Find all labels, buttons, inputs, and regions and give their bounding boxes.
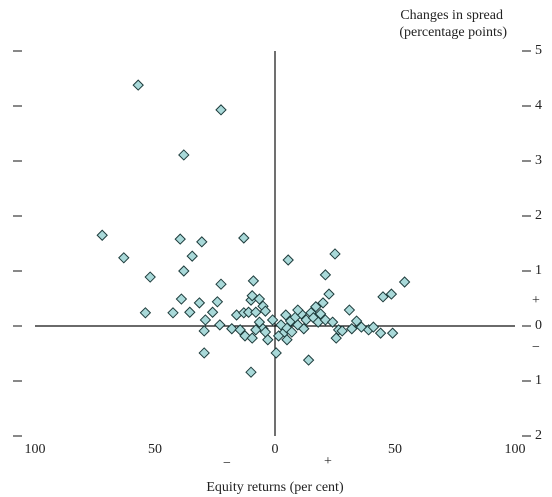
point [238, 232, 250, 244]
point [336, 325, 348, 337]
x-tick-label: 50 [148, 442, 162, 457]
point [326, 316, 339, 328]
point [253, 293, 266, 305]
point [292, 304, 304, 316]
point [247, 275, 260, 287]
point [250, 324, 262, 336]
point [310, 301, 322, 313]
point [282, 254, 294, 266]
point [178, 265, 190, 277]
point [281, 334, 293, 346]
point [167, 307, 179, 319]
x-tick-label: 100 [505, 442, 526, 457]
point [234, 324, 246, 336]
chart-subtitle: (percentage points) [399, 25, 507, 40]
point [198, 325, 210, 337]
x-tick-label: 100 [25, 442, 46, 457]
point [398, 276, 411, 288]
point [377, 291, 389, 303]
point [329, 248, 341, 260]
point [386, 327, 399, 339]
y-tick-label: 2 [535, 208, 542, 223]
negative-sign: − [223, 456, 231, 471]
y-tick-label: 3 [535, 153, 542, 168]
point [250, 306, 262, 318]
point [262, 334, 274, 346]
point [259, 305, 272, 317]
point [317, 297, 329, 309]
chart-title: Changes in spread [400, 8, 503, 23]
point [198, 347, 210, 359]
point [118, 252, 130, 264]
point [367, 321, 380, 333]
point [186, 250, 198, 262]
negative-sign: − [532, 340, 540, 355]
point [245, 366, 257, 378]
point [286, 326, 298, 338]
y-tick-label: 1 [535, 373, 542, 388]
point [196, 236, 208, 248]
y-tick-label: 0 [535, 318, 542, 333]
point [330, 332, 342, 344]
point [174, 233, 186, 245]
point [178, 149, 190, 161]
y-tick-label: 1 [535, 263, 542, 278]
point [211, 296, 224, 308]
point [246, 332, 258, 344]
point [215, 104, 227, 116]
point [144, 271, 156, 283]
point [346, 323, 358, 335]
point [139, 307, 152, 319]
point [199, 314, 212, 326]
point [385, 288, 398, 300]
point [314, 308, 327, 320]
y-tick-label: 5 [535, 43, 542, 58]
point [323, 288, 335, 300]
point [374, 327, 387, 339]
point [343, 304, 356, 316]
positive-sign: + [532, 293, 540, 308]
point [96, 229, 108, 241]
point [184, 306, 196, 318]
x-tick-label: 50 [388, 442, 402, 457]
point [215, 278, 227, 290]
point [214, 319, 226, 331]
point [132, 79, 144, 91]
point [206, 306, 219, 318]
point [226, 323, 238, 335]
point [319, 269, 332, 281]
y-tick-label: 4 [535, 98, 542, 113]
point [266, 314, 279, 326]
point [280, 309, 292, 321]
point [302, 354, 315, 366]
point [175, 293, 188, 305]
point [193, 297, 206, 309]
point [298, 323, 310, 335]
point [350, 315, 363, 327]
y-tick-label: 2 [535, 428, 542, 443]
positive-sign: + [324, 454, 332, 469]
x-tick-label: 0 [272, 442, 279, 457]
point [270, 347, 282, 359]
x-axis-title: Equity returns (per cent) [206, 480, 344, 495]
